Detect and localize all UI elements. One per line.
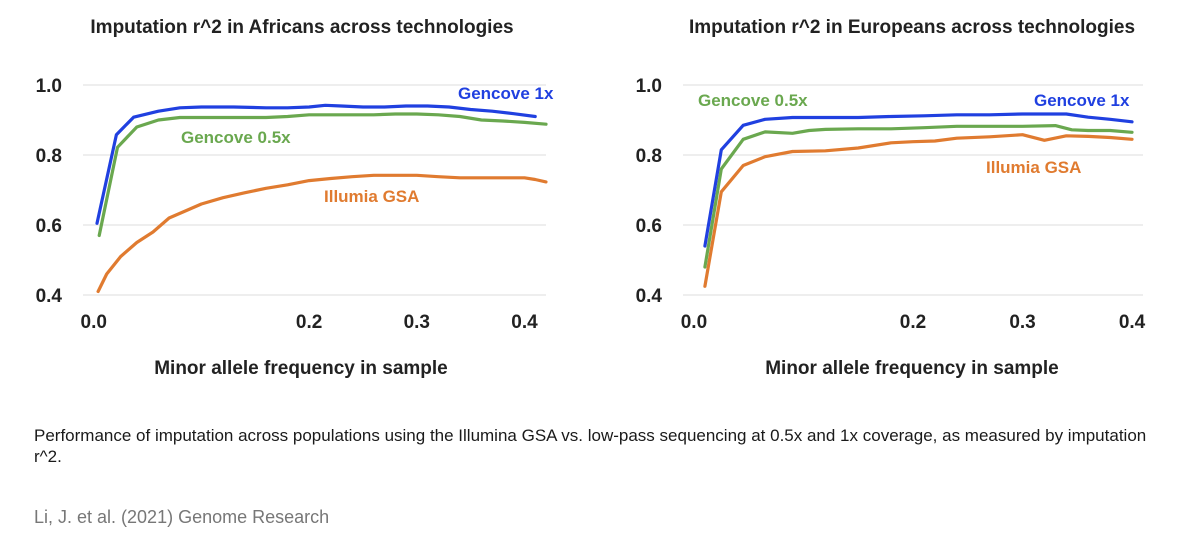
chart-title: Imputation r^2 in Europeans across techn… — [689, 17, 1135, 38]
y-tick-label: 0.6 — [636, 216, 662, 237]
y-tick-label: 1.0 — [636, 76, 662, 97]
series-line-gencove-1x — [703, 112, 1134, 248]
x-tick-label: 0.3 — [404, 312, 430, 333]
x-tick-labels: 0.0 0.2 0.3 0.4 — [681, 312, 1146, 333]
x-tick-label: 0.0 — [681, 312, 707, 333]
series-label-gencove-1x: Gencove 1x — [1034, 91, 1130, 110]
gridlines — [683, 84, 1143, 296]
y-tick-labels: 0.4 0.6 0.8 1.0 — [36, 76, 63, 307]
series-label-illumina-gsa: Illumia GSA — [986, 158, 1081, 177]
y-tick-label: 1.0 — [36, 76, 62, 97]
x-tick-label: 0.4 — [1119, 312, 1146, 333]
x-tick-label: 0.3 — [1009, 312, 1035, 333]
y-tick-label: 0.4 — [636, 286, 663, 307]
x-tick-label: 0.2 — [900, 312, 926, 333]
series-label-gencove-0-5x: Gencove 0.5x — [181, 128, 291, 147]
figure-caption: Performance of imputation across populat… — [34, 426, 1147, 466]
y-tick-label: 0.8 — [36, 146, 62, 167]
x-tick-label: 0.4 — [511, 312, 538, 333]
y-tick-label: 0.8 — [636, 146, 662, 167]
x-tick-labels: 0.0 0.2 0.3 0.4 — [81, 312, 539, 333]
series-line-gencove-0-5x — [703, 123, 1134, 269]
charts-area: Imputation r^2 in Africans across techno… — [36, 17, 1146, 379]
x-axis-label: Minor allele frequency in sample — [154, 358, 448, 379]
chart-africans: Imputation r^2 in Africans across techno… — [36, 17, 554, 379]
x-axis-label: Minor allele frequency in sample — [765, 358, 1059, 379]
y-tick-label: 0.4 — [36, 286, 63, 307]
x-tick-label: 0.2 — [296, 312, 322, 333]
chart-europeans: Imputation r^2 in Europeans across techn… — [636, 17, 1146, 379]
series-line-illumia-gsa — [96, 173, 548, 294]
series-line-illumia-gsa — [703, 133, 1134, 288]
series-line-gencove-1x — [95, 103, 537, 225]
series-lines — [95, 103, 548, 294]
gridlines — [83, 84, 546, 296]
series-line-gencove-0-5x — [97, 112, 548, 238]
chart-title: Imputation r^2 in Africans across techno… — [90, 17, 513, 38]
y-tick-label: 0.6 — [36, 216, 62, 237]
x-tick-label: 0.0 — [81, 312, 107, 333]
series-label-gencove-0-5x: Gencove 0.5x — [698, 91, 808, 110]
series-label-gencove-1x: Gencove 1x — [458, 84, 554, 103]
citation: Li, J. et al. (2021) Genome Research — [34, 507, 330, 527]
series-lines — [703, 112, 1134, 288]
series-label-illumina-gsa: Illumia GSA — [324, 187, 419, 206]
y-tick-labels: 0.4 0.6 0.8 1.0 — [636, 76, 663, 307]
